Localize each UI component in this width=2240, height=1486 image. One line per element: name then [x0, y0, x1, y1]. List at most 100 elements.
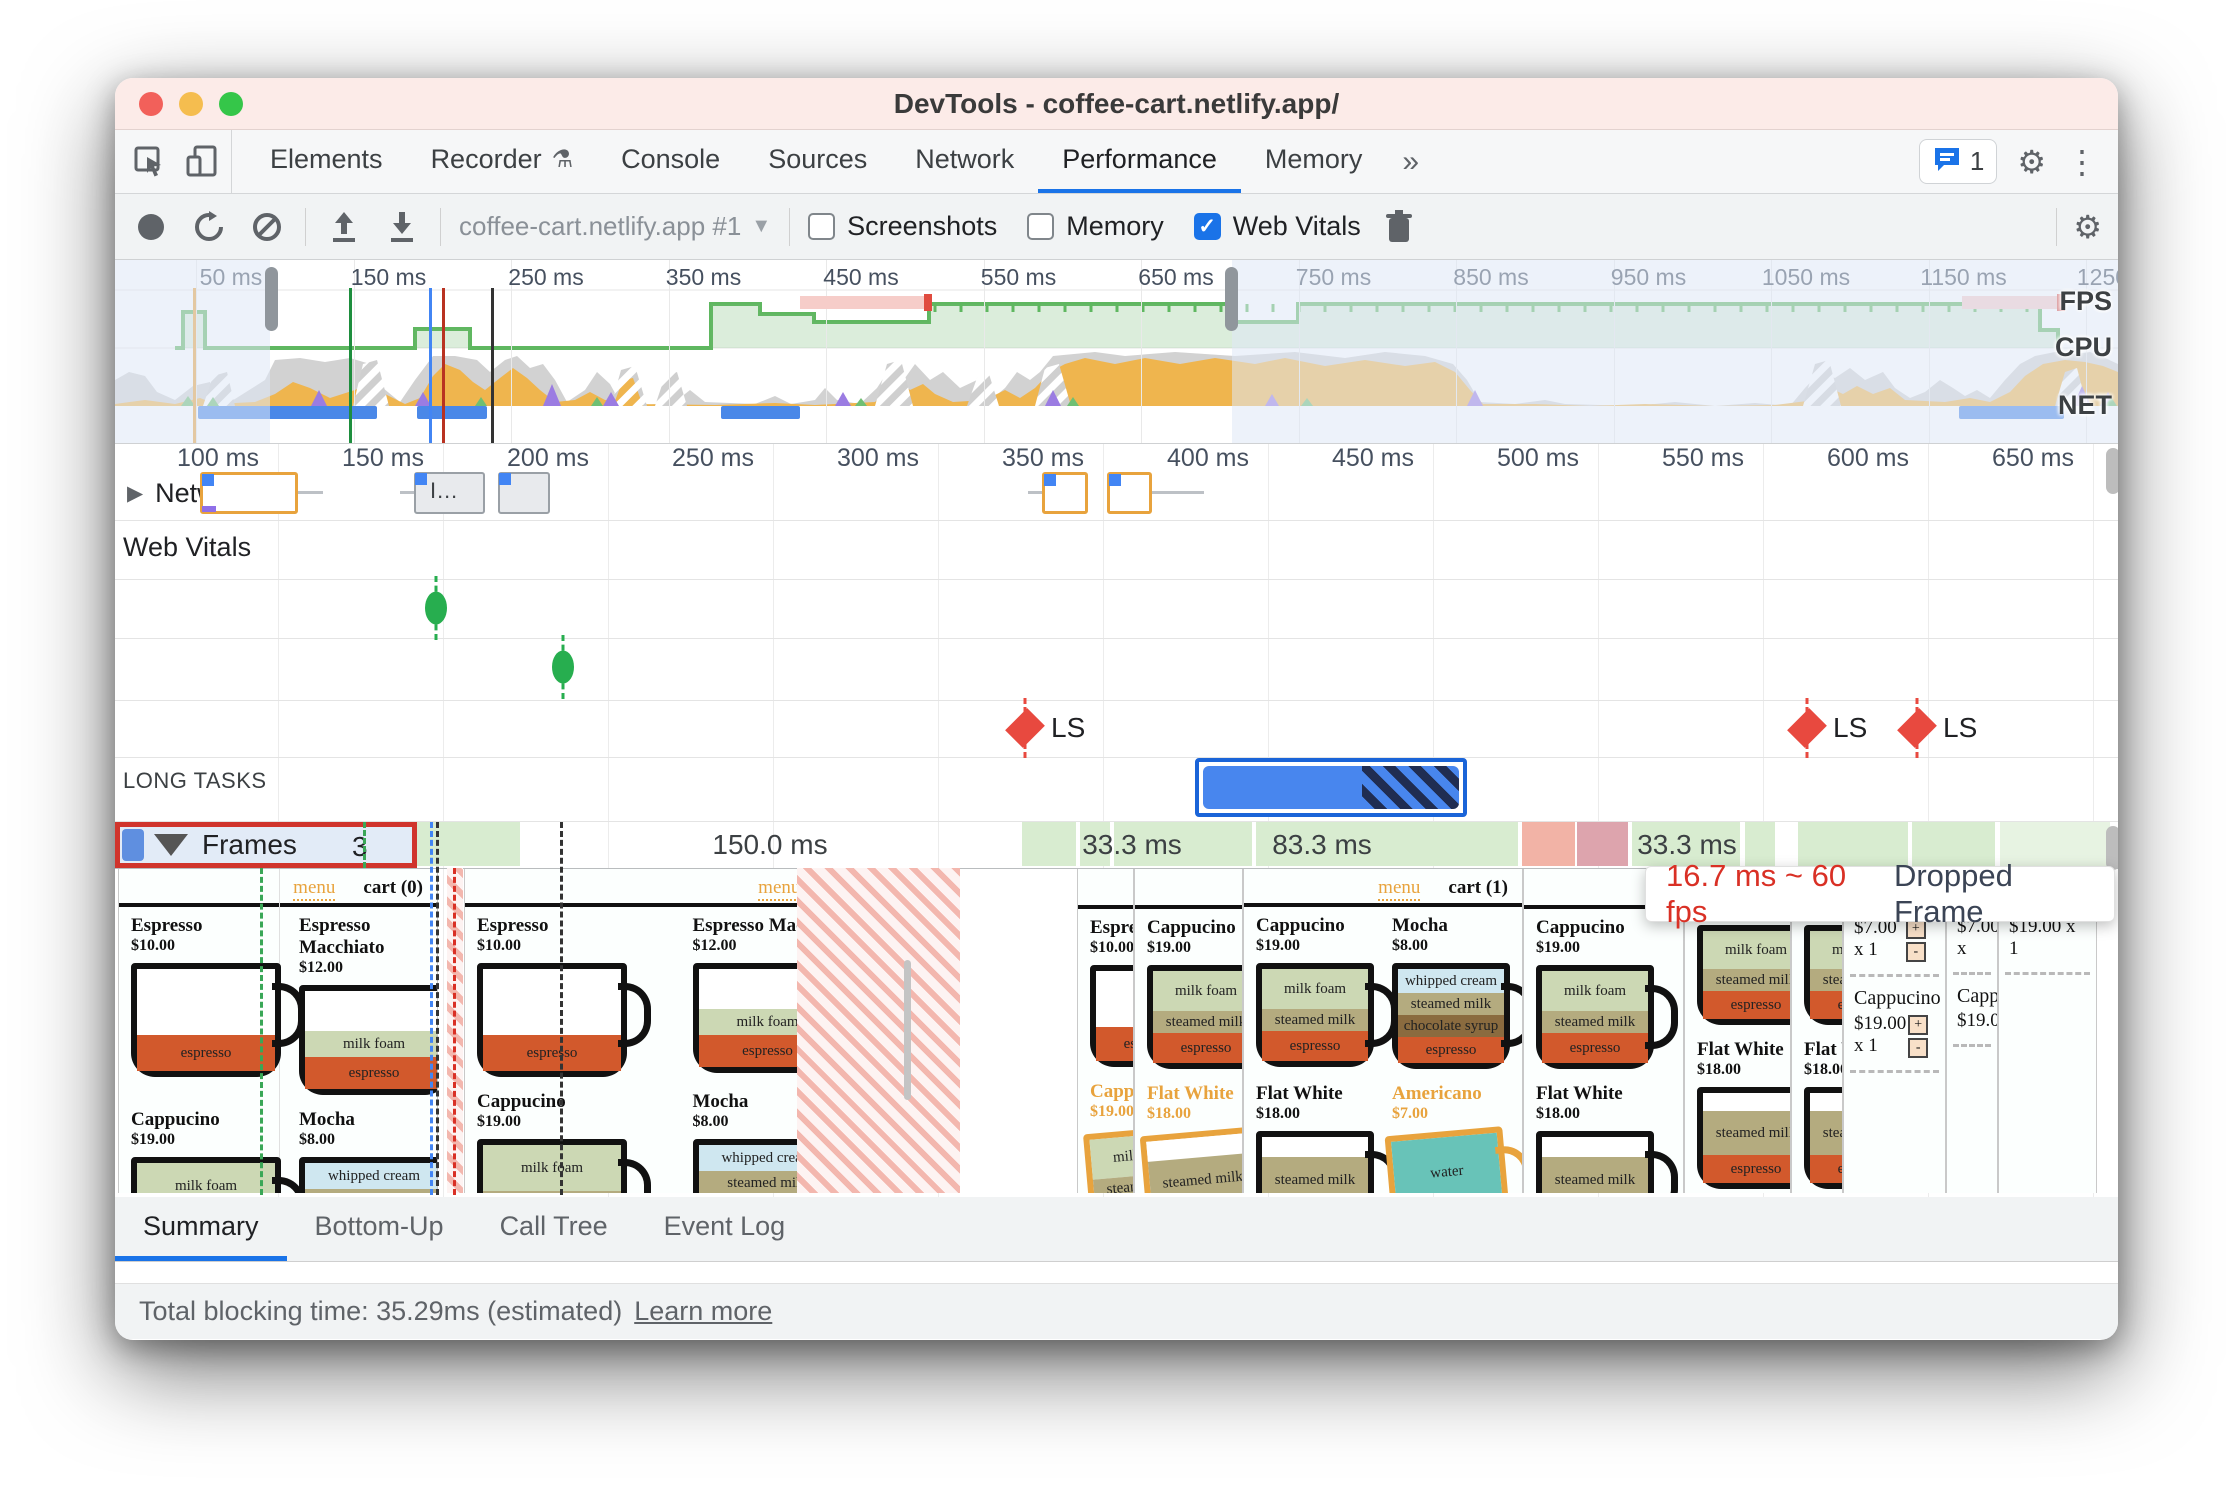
- cup-layer: water: [1391, 1132, 1503, 1193]
- frame-duration-segment[interactable]: [1022, 822, 1076, 866]
- filmstrip-screenshot[interactable]: Espresso$10.00 espresso Cappucino$19.00 mil…: [1077, 869, 1134, 1193]
- network-request-bar[interactable]: [1107, 472, 1152, 514]
- frame-duration-label: 33.3 ms: [1637, 829, 1737, 860]
- overview-dropped-frames-bar: [800, 296, 924, 309]
- overview-selection-handle[interactable]: [1225, 267, 1238, 331]
- history-select[interactable]: coffee-cart.netlify.app #1 ▼: [459, 211, 771, 242]
- tabbar-right-controls: 1 ⚙ ⋮: [1918, 130, 2118, 193]
- frame-duration-segment[interactable]: [1522, 822, 1575, 866]
- save-profile-icon[interactable]: [382, 207, 422, 247]
- checkbox-unchecked-icon[interactable]: [808, 213, 836, 240]
- checkbox-screenshots[interactable]: Screenshots: [808, 211, 997, 242]
- web-vital-good-marker[interactable]: [425, 591, 447, 625]
- request-queue-chip: [415, 473, 427, 485]
- tab-memory[interactable]: Memory: [1241, 130, 1387, 193]
- checkbox-unchecked-icon[interactable]: [1027, 213, 1055, 240]
- learn-more-link[interactable]: Learn more: [634, 1296, 773, 1326]
- cup-layer: steamed milk: [1810, 1111, 1842, 1155]
- network-request-bar[interactable]: [498, 472, 550, 514]
- load-profile-icon[interactable]: [324, 207, 364, 247]
- product-price: $8.00: [299, 1131, 335, 1148]
- filmstrip-screenshot[interactable]: Cappucino $19.00 milk foam steamed milk espr…: [1523, 869, 1684, 1193]
- vertical-scrollbar-thumb-top[interactable]: [2106, 448, 2118, 494]
- product-price: $12.00: [692, 937, 737, 954]
- layout-shift-marker[interactable]: [1897, 708, 1937, 748]
- filmstrip-screenshot[interactable]: menu cart (1) Cappucino $19.00 milk foam stea…: [1243, 869, 1523, 1193]
- details-tab-call-tree[interactable]: Call Tree: [472, 1197, 636, 1261]
- frames-track[interactable]: Frames 3 ms 150.0 ms 33.3 ms 83.3 ms 33.3 m…: [115, 822, 2118, 894]
- zoom-window-icon[interactable]: [219, 92, 243, 116]
- tab-console[interactable]: Console: [597, 130, 744, 193]
- overview-selection-handle[interactable]: [265, 267, 278, 331]
- frame-duration-label: 150.0 ms: [712, 829, 828, 860]
- chevron-double-right-icon: »: [1402, 144, 1420, 178]
- frame-duration-segment[interactable]: [1912, 822, 1995, 866]
- checkbox-label: Web Vitals: [1232, 211, 1361, 241]
- cup-layer: [1096, 971, 1133, 1027]
- checkbox-memory[interactable]: Memory: [1027, 211, 1164, 242]
- frame-duration-segment[interactable]: [2000, 822, 2110, 866]
- main-ruler-tick: 400 ms: [1167, 444, 1249, 472]
- reload-and-record-button[interactable]: [189, 207, 229, 247]
- layout-shift-marker[interactable]: [1005, 708, 1045, 748]
- expand-triangle-icon[interactable]: [154, 834, 188, 856]
- cup-layer: espresso: [1262, 1031, 1368, 1061]
- main-ruler-tick: 650 ms: [1992, 444, 2074, 472]
- web-vitals-track-header[interactable]: Web Vitals: [123, 532, 251, 563]
- coffee-cup-graphic: espresso: [1090, 965, 1133, 1067]
- network-request-bar[interactable]: [200, 472, 298, 514]
- filmstrip-screenshot[interactable]: Cappucino$19.00 x 1: [1998, 869, 2097, 1193]
- more-tabs-button[interactable]: »: [1386, 130, 1435, 193]
- clear-recording-icon[interactable]: [247, 207, 287, 247]
- checkbox-checked-icon[interactable]: ✓: [1193, 213, 1221, 240]
- long-tasks-track-header[interactable]: LONG TASKS: [123, 768, 267, 794]
- minimize-window-icon[interactable]: [179, 92, 203, 116]
- filmstrip-screenshot[interactable]: menu cart (0) Espresso$10.00 espresso Espres…: [118, 869, 438, 1193]
- frame-duration-segment[interactable]: [1745, 822, 1775, 866]
- tab-performance[interactable]: Performance: [1038, 130, 1241, 193]
- tab-sources[interactable]: Sources: [744, 130, 891, 193]
- frame-tooltip: 16.7 ms ~ 60 fps Dropped Frame: [1645, 858, 2115, 929]
- issues-counter[interactable]: 1: [1918, 139, 1998, 184]
- trash-icon[interactable]: [1379, 207, 1419, 247]
- layout-shift-marker[interactable]: [1787, 708, 1827, 748]
- frame-duration-segment[interactable]: [1080, 822, 1110, 866]
- frames-track-header[interactable]: Frames 3 ms: [115, 822, 417, 894]
- long-task-bar[interactable]: [1195, 758, 1467, 817]
- frame-duration-segment[interactable]: [1114, 822, 1252, 866]
- record-button[interactable]: [131, 207, 171, 247]
- details-tab-summary[interactable]: Summary: [115, 1197, 287, 1261]
- tab-elements[interactable]: Elements: [246, 130, 407, 193]
- settings-gear-icon[interactable]: ⚙: [2017, 143, 2046, 180]
- cart-item-name: Cappuc: [1957, 985, 1997, 1007]
- timeline-main-view[interactable]: 100 ms 150 ms 200 ms 250 ms 300 ms 350 ms 400 …: [115, 444, 2118, 1197]
- coffee-cup-graphic: waterespresso: [1384, 1126, 1512, 1193]
- frame-duration-segment[interactable]: [1798, 822, 1908, 866]
- vertical-scrollbar-thumb-frames[interactable]: [2106, 826, 2118, 870]
- tab-network[interactable]: Network: [891, 130, 1038, 193]
- device-toolbar-icon[interactable]: [185, 145, 221, 179]
- performance-toolbar: coffee-cart.netlify.app #1 ▼ Screenshots…: [115, 194, 2118, 260]
- close-window-icon[interactable]: [139, 92, 163, 116]
- frame-duration-segment[interactable]: [1577, 822, 1628, 866]
- details-tab-event-log[interactable]: Event Log: [636, 1197, 814, 1261]
- long-task-overrun-portion: [1361, 766, 1459, 809]
- tab-recorder[interactable]: Recorder ⚗: [407, 130, 598, 193]
- network-request-bar[interactable]: [1042, 472, 1088, 514]
- filmstrip-screenshot[interactable]: Americano$7.00 x 1+-Cappucino$19.00 x 1+…: [1843, 869, 1946, 1193]
- web-vital-good-marker[interactable]: [552, 650, 574, 684]
- capture-settings-gear-icon[interactable]: ⚙: [2073, 208, 2102, 245]
- kebab-menu-icon[interactable]: ⋮: [2066, 143, 2098, 180]
- inspect-element-icon[interactable]: [133, 145, 167, 179]
- checkbox-web-vitals[interactable]: ✓ Web Vitals: [1193, 211, 1361, 242]
- filmstrip-screenshot[interactable]: milk foam steamed milk espresso Flat White $…: [1684, 869, 1791, 1193]
- filmstrip-screenshot[interactable]: Cappucino $19.00 milk foam steamed milk espr…: [1134, 869, 1243, 1193]
- frame-duration-segment[interactable]: [1256, 822, 1518, 866]
- network-request-bar[interactable]: I…: [414, 472, 485, 514]
- details-tab-bottom-up[interactable]: Bottom-Up: [287, 1197, 472, 1261]
- frame-duration-segment[interactable]: [1632, 822, 1740, 866]
